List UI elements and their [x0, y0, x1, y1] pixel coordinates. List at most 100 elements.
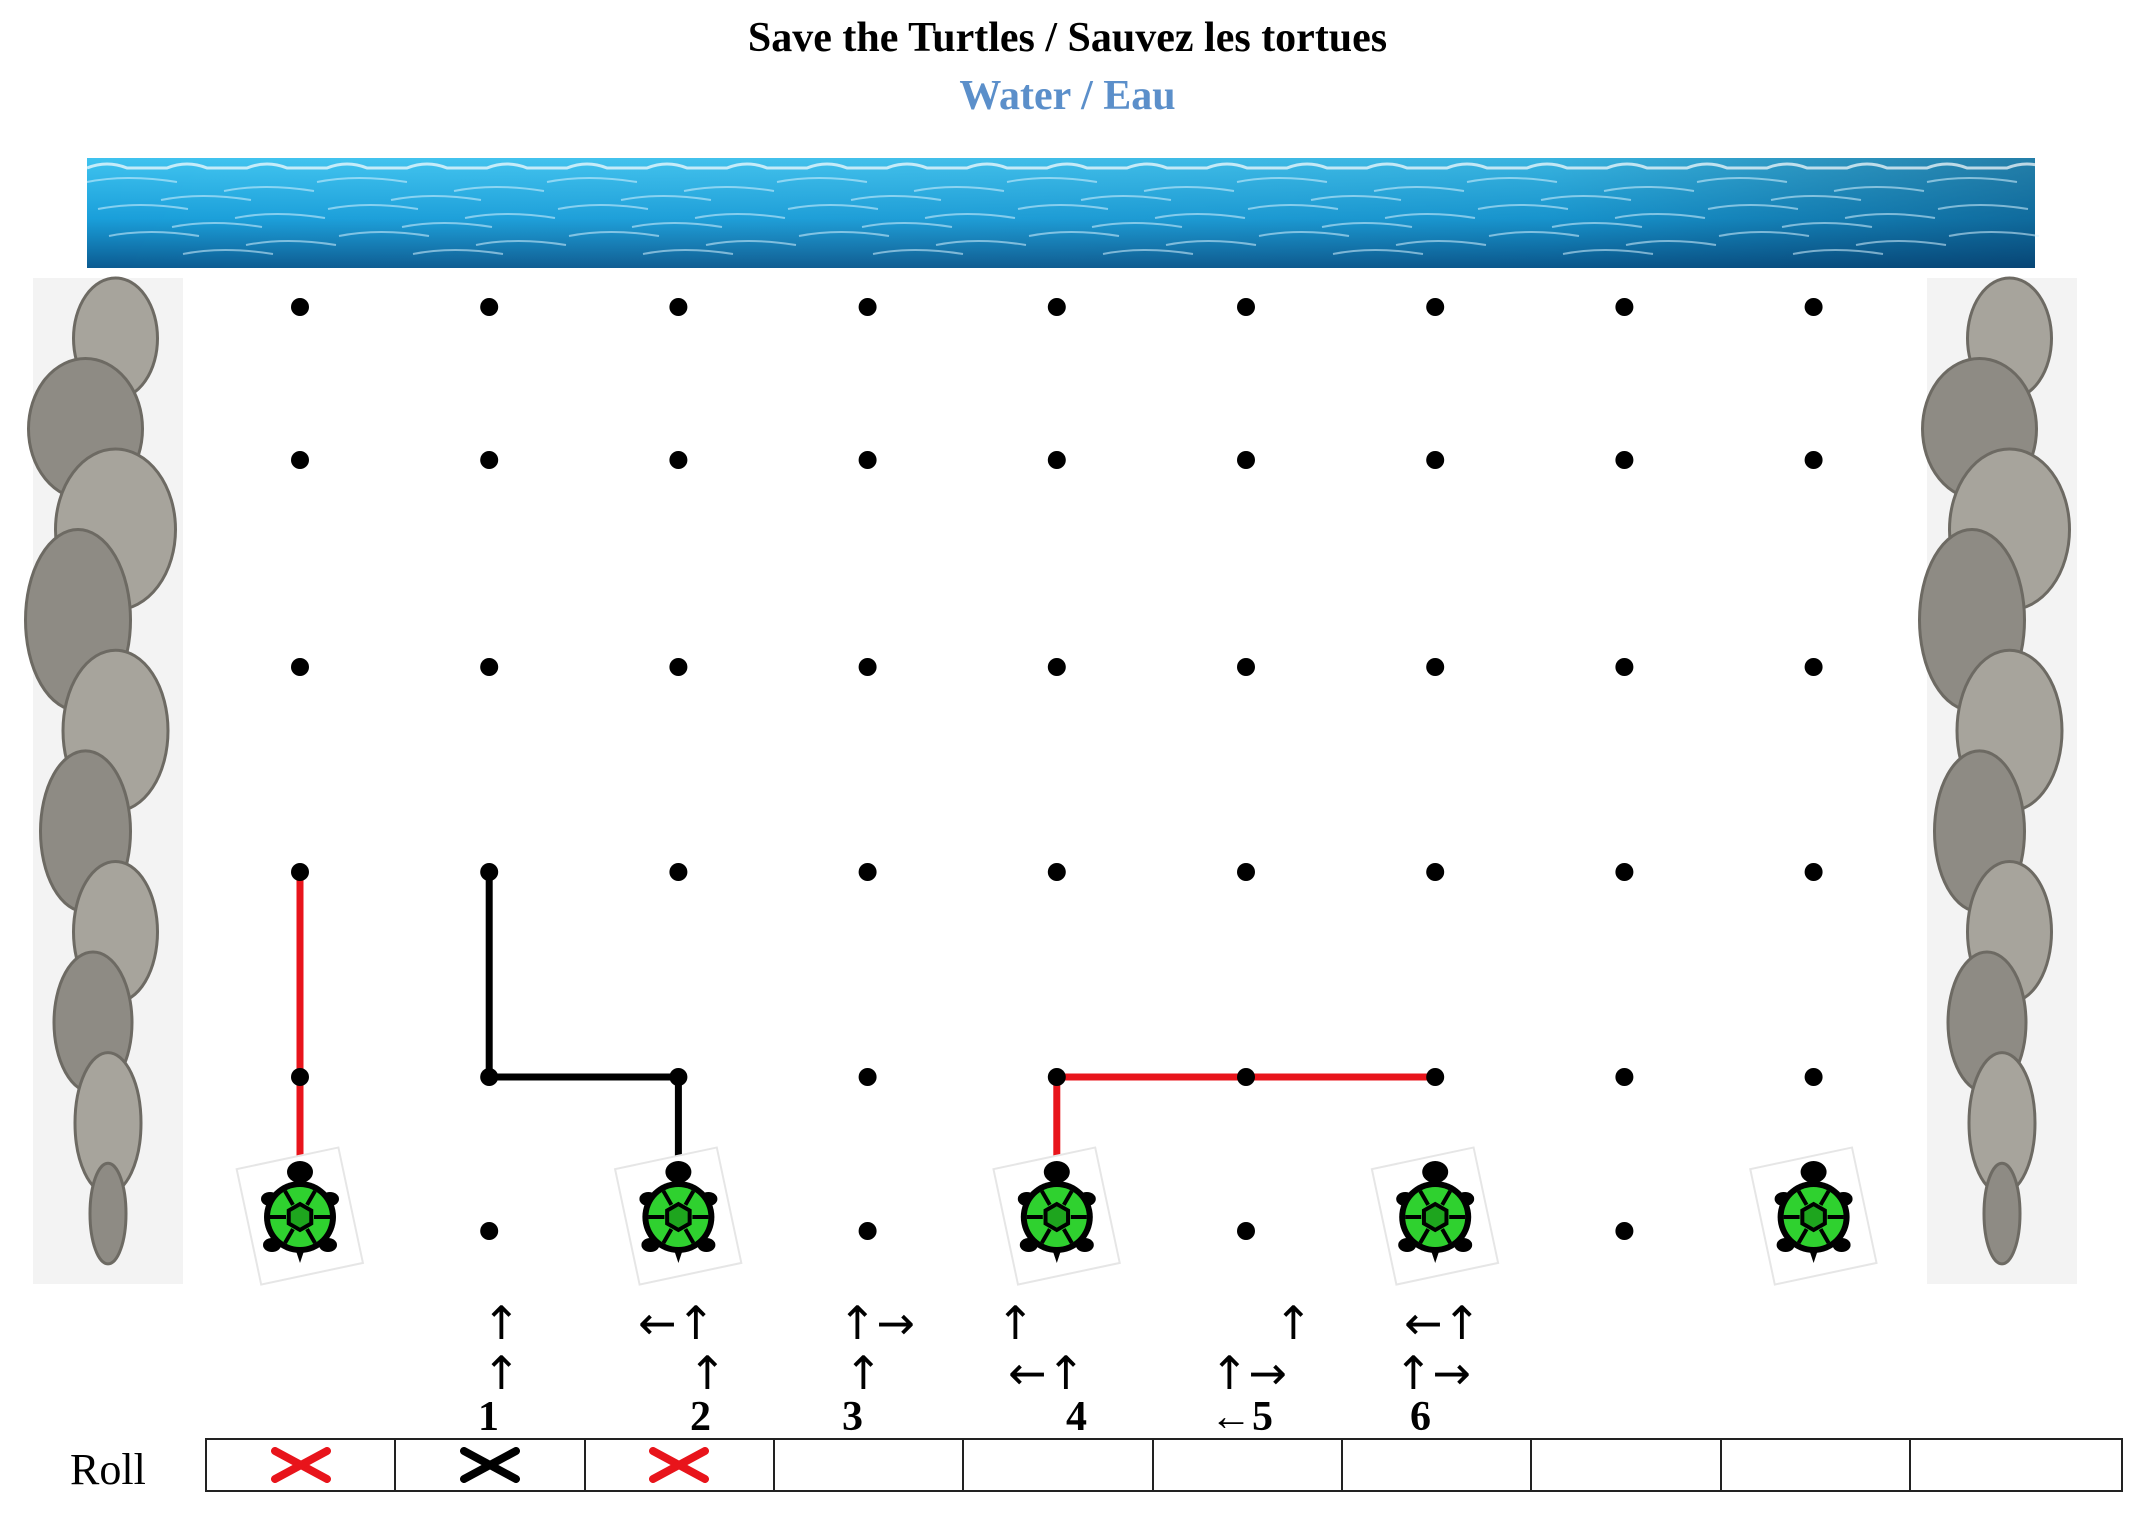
grid-dot [480, 863, 499, 881]
grid-dot [1615, 451, 1634, 469]
move-hint: ←↑ [1404, 1296, 1482, 1350]
grid-dot [1426, 658, 1445, 676]
grid-dot [669, 451, 688, 469]
grid-dot [1804, 298, 1823, 316]
wave-line [86, 177, 2018, 183]
wave-line [223, 186, 1925, 192]
roll-cell[interactable] [1719, 1438, 1912, 1492]
grid-dot [1615, 658, 1634, 676]
grid-dot [1047, 658, 1066, 676]
grid-dot [1426, 298, 1445, 316]
grid-dot [1804, 863, 1823, 881]
turtle-icon[interactable] [1749, 1146, 1878, 1286]
turtle-icon[interactable] [613, 1146, 743, 1286]
move-hint: ↑ [1274, 1296, 1313, 1350]
grid-dot [1237, 658, 1255, 676]
roll-number: 6 [1410, 1394, 1431, 1440]
roll-cell[interactable] [962, 1438, 1154, 1492]
grid-dot [1615, 298, 1634, 316]
grid-dot [291, 658, 309, 676]
grid-dot [480, 1068, 499, 1086]
grid-dot [480, 1222, 499, 1240]
roll-cell[interactable] [204, 1438, 397, 1492]
grid-dot [669, 1068, 688, 1086]
turtle-path-3 [1053, 1073, 1439, 1235]
wave-line [171, 222, 1873, 228]
roll-label: Roll [70, 1445, 146, 1494]
roll-cell[interactable] [583, 1438, 775, 1492]
grid-dot [858, 1068, 877, 1086]
grid-dot [480, 451, 499, 469]
game-board [24, 158, 2077, 1286]
move-hint: ↑→ [1394, 1346, 1472, 1400]
roll-cell[interactable] [772, 1438, 965, 1492]
roll-cell[interactable] [394, 1438, 586, 1492]
grid-dot [858, 1222, 877, 1240]
grid-dot [291, 451, 309, 469]
wave-line [160, 195, 1862, 201]
roll-cell[interactable] [1530, 1438, 1722, 1492]
grid-dot [858, 863, 877, 881]
turtle-path-2 [485, 868, 682, 1235]
turtle-icon[interactable] [1370, 1146, 1500, 1286]
rock-wall-right [1918, 276, 2077, 1284]
roll-cell[interactable] [1909, 1438, 2123, 1492]
roll-number: 3 [842, 1394, 863, 1440]
grid-dot [1615, 1068, 1634, 1086]
grid-dot [1047, 451, 1066, 469]
grid-dot [669, 863, 688, 881]
grid-dot [1426, 863, 1445, 881]
grid-dot [480, 658, 499, 676]
grid-dot [1804, 451, 1823, 469]
move-hint: ↑→ [838, 1296, 916, 1350]
move-hint: ↑→ [1210, 1346, 1288, 1400]
wave-crest [86, 162, 2048, 170]
wave-line [97, 204, 2029, 210]
wave-line [245, 240, 1947, 246]
grid-dot [858, 658, 877, 676]
move-hint: ←↑ [638, 1296, 716, 1350]
roll-cell[interactable] [1151, 1438, 1343, 1492]
move-hint: ←↑ [1008, 1346, 1086, 1400]
grid-dot [1237, 1068, 1255, 1086]
grid-dot [669, 298, 688, 316]
grid-dot [1047, 298, 1066, 316]
grid-dot [1237, 451, 1255, 469]
grid-dot [1237, 298, 1255, 316]
roll-number: 1 [478, 1394, 499, 1440]
cross-mark-icon [270, 1447, 331, 1483]
grid-dot [291, 863, 309, 881]
grid-dot [1237, 1222, 1255, 1240]
cross-mark-icon [459, 1447, 520, 1483]
grid-dot [480, 298, 499, 316]
turtle-icon[interactable] [235, 1146, 365, 1286]
grid-dot [1047, 1068, 1066, 1086]
wave-line [182, 249, 1884, 255]
roll-number: ←5 [1210, 1394, 1273, 1440]
grid-dot [1615, 1222, 1634, 1240]
grid-dot [291, 298, 309, 316]
wave-line [108, 231, 2040, 237]
move-hint: ↑ [688, 1346, 727, 1400]
grid-dot [1426, 1068, 1445, 1086]
grid-dot [1237, 863, 1255, 881]
move-hint: ↑ [482, 1346, 521, 1400]
turtle-icon[interactable] [992, 1146, 1121, 1286]
move-hint: ↑ [844, 1346, 883, 1400]
grid-dot [1615, 863, 1634, 881]
roll-table [204, 1438, 2123, 1492]
wave-line [234, 213, 1936, 219]
water-shade [87, 158, 2035, 268]
grid-dot [1426, 451, 1445, 469]
move-hint: ↑ [482, 1296, 521, 1350]
grid-dot [858, 451, 877, 469]
roll-cell[interactable] [1340, 1438, 1533, 1492]
page-subtitle: Water / Eau [959, 73, 1176, 119]
grid-dot [291, 1068, 309, 1086]
roll-number: 2 [690, 1394, 711, 1440]
grid-dot [858, 298, 877, 316]
grid-dot [669, 658, 688, 676]
grid-dot [1047, 863, 1066, 881]
page-title: Save the Turtles / Sauvez les tortues [747, 15, 1388, 61]
roll-number: 4 [1066, 1394, 1087, 1440]
